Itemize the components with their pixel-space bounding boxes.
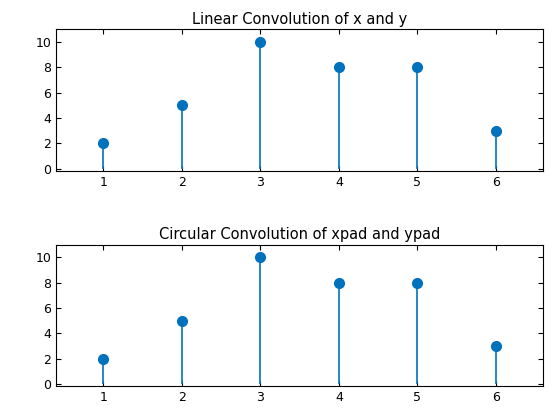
Title: Linear Convolution of x and y: Linear Convolution of x and y: [192, 12, 407, 27]
Title: Circular Convolution of xpad and ypad: Circular Convolution of xpad and ypad: [159, 227, 440, 242]
